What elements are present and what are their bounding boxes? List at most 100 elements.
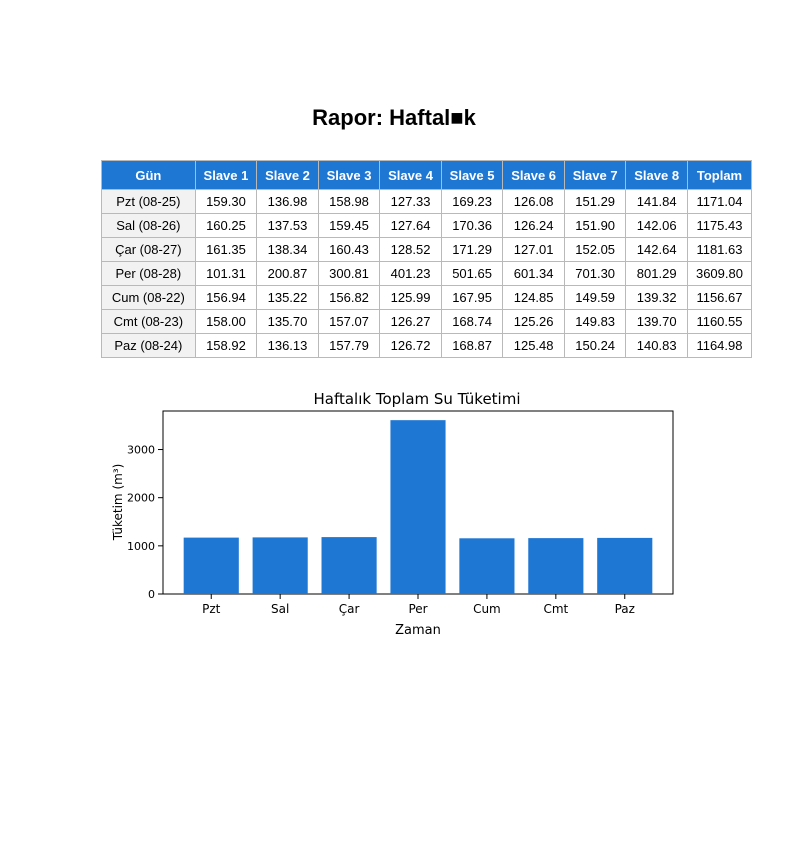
value-cell: 156.94 (194, 285, 258, 310)
table-row: Sal (08-26) 160.25 137.53 159.45 127.64 170.3… (101, 213, 753, 238)
value-cell: 160.25 (194, 213, 258, 238)
table-body: Pzt (08-25) 159.30 136.98 158.98 127.33 169.2… (101, 189, 753, 358)
y-tick-label: 0 (148, 588, 155, 601)
report-title: Rapor: Haftal■k (312, 105, 476, 130)
value-cell: 801.29 (625, 261, 688, 286)
bar-chart-svg: Haftalık Toplam Su Tüketimi 0 1000 2000 300… (111, 390, 674, 638)
bar-series (183, 420, 653, 594)
value-cell: 149.83 (563, 309, 627, 334)
value-cell: 401.23 (379, 261, 442, 286)
value-cell: 150.24 (563, 333, 627, 358)
value-cell: 701.30 (563, 261, 627, 286)
value-cell: 140.83 (625, 333, 688, 358)
table-row: Pzt (08-25) 159.30 136.98 158.98 127.33 169.2… (101, 189, 753, 214)
y-tick-label: 3000 (127, 444, 155, 457)
table-header-row: Gün Slave 1 Slave 2 Slave 3 Slave 4 Slave 5 Sl… (101, 160, 753, 190)
bar-çar (321, 537, 377, 594)
y-axis-label: Tüketim (m³) (111, 464, 125, 542)
value-cell: 125.26 (502, 309, 565, 334)
value-cell: 151.90 (563, 213, 627, 238)
table-row: Per (08-28) 101.31 200.87 300.81 401.23 501.6… (101, 261, 753, 286)
value-cell: 1181.63 (686, 237, 753, 262)
value-cell: 168.87 (440, 333, 504, 358)
value-cell: 135.70 (256, 309, 319, 334)
column-header: Slave 6 (502, 160, 565, 190)
value-cell: 128.52 (379, 237, 442, 262)
day-cell: Cmt (08-23) (101, 309, 196, 334)
value-cell: 126.08 (502, 189, 565, 214)
column-header-day: Gün (101, 160, 196, 190)
y-tick-label: 2000 (127, 492, 155, 505)
value-cell: 126.24 (502, 213, 565, 238)
column-header: Slave 2 (256, 160, 319, 190)
x-tick-label: Paz (615, 602, 635, 616)
value-cell: 139.70 (625, 309, 688, 334)
value-cell: 156.82 (317, 285, 381, 310)
value-cell: 159.45 (317, 213, 381, 238)
value-cell: 159.30 (194, 189, 258, 214)
bar-sal (252, 537, 308, 594)
value-cell: 152.05 (563, 237, 627, 262)
y-axis: 0 1000 2000 3000 (127, 444, 163, 601)
x-tick-label: Pzt (202, 602, 221, 616)
day-cell: Pzt (08-25) (101, 189, 196, 214)
column-header: Slave 5 (440, 160, 504, 190)
y-tick-label: 1000 (127, 540, 155, 553)
value-cell: 126.72 (379, 333, 442, 358)
x-axis-label: Zaman (395, 623, 441, 638)
value-cell: 171.29 (440, 237, 504, 262)
x-axis: Pzt Sal Çar Per Cum Cmt Paz (202, 594, 635, 616)
value-cell: 127.33 (379, 189, 442, 214)
bar-pzt (183, 537, 239, 594)
value-cell: 127.01 (502, 237, 565, 262)
value-cell: 126.27 (379, 309, 442, 334)
x-tick-label: Sal (271, 602, 289, 616)
value-cell: 1164.98 (686, 333, 753, 358)
table-row: Paz (08-24) 158.92 136.13 157.79 126.72 168.8… (101, 333, 753, 358)
value-cell: 142.06 (625, 213, 688, 238)
bar-cmt (528, 538, 584, 594)
value-cell: 141.84 (625, 189, 688, 214)
x-tick-label: Cmt (543, 602, 568, 616)
value-cell: 125.48 (502, 333, 565, 358)
value-cell: 157.79 (317, 333, 381, 358)
day-cell: Per (08-28) (101, 261, 196, 286)
consumption-table: Gün Slave 1 Slave 2 Slave 3 Slave 4 Slave 5 Sl… (101, 160, 753, 358)
value-cell: 200.87 (256, 261, 319, 286)
table-row: Cum (08-22) 156.94 135.22 156.82 125.99 167.9… (101, 285, 753, 310)
value-cell: 136.13 (256, 333, 319, 358)
day-cell: Paz (08-24) (101, 333, 196, 358)
value-cell: 1171.04 (686, 189, 753, 214)
value-cell: 149.59 (563, 285, 627, 310)
x-tick-label: Cum (473, 602, 501, 616)
value-cell: 3609.80 (686, 261, 753, 286)
column-header: Slave 3 (317, 160, 381, 190)
column-header: Slave 1 (194, 160, 258, 190)
column-header: Slave 7 (563, 160, 627, 190)
bar-per (390, 420, 446, 594)
value-cell: 101.31 (194, 261, 258, 286)
value-cell: 300.81 (317, 261, 381, 286)
table-row: Çar (08-27) 161.35 138.34 160.43 128.52 171.2… (101, 237, 753, 262)
table-row: Cmt (08-23) 158.00 135.70 157.07 126.27 168.7… (101, 309, 753, 334)
bar-paz (597, 537, 653, 594)
value-cell: 157.07 (317, 309, 381, 334)
value-cell: 138.34 (256, 237, 319, 262)
chart-title: Haftalık Toplam Su Tüketimi (313, 390, 520, 408)
value-cell: 161.35 (194, 237, 258, 262)
value-cell: 601.34 (502, 261, 565, 286)
value-cell: 125.99 (379, 285, 442, 310)
value-cell: 168.74 (440, 309, 504, 334)
x-tick-label: Per (408, 602, 427, 616)
value-cell: 160.43 (317, 237, 381, 262)
value-cell: 139.32 (625, 285, 688, 310)
value-cell: 170.36 (440, 213, 504, 238)
value-cell: 136.98 (256, 189, 319, 214)
column-header: Slave 4 (379, 160, 442, 190)
column-header: Toplam (686, 160, 753, 190)
value-cell: 167.95 (440, 285, 504, 310)
day-cell: Çar (08-27) (101, 237, 196, 262)
bar-cum (459, 538, 515, 594)
value-cell: 158.98 (317, 189, 381, 214)
value-cell: 124.85 (502, 285, 565, 310)
